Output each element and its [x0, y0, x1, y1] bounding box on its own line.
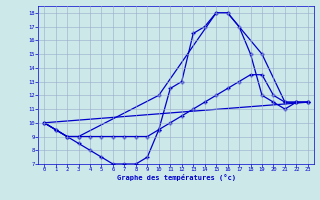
X-axis label: Graphe des températures (°c): Graphe des températures (°c) — [116, 174, 236, 181]
